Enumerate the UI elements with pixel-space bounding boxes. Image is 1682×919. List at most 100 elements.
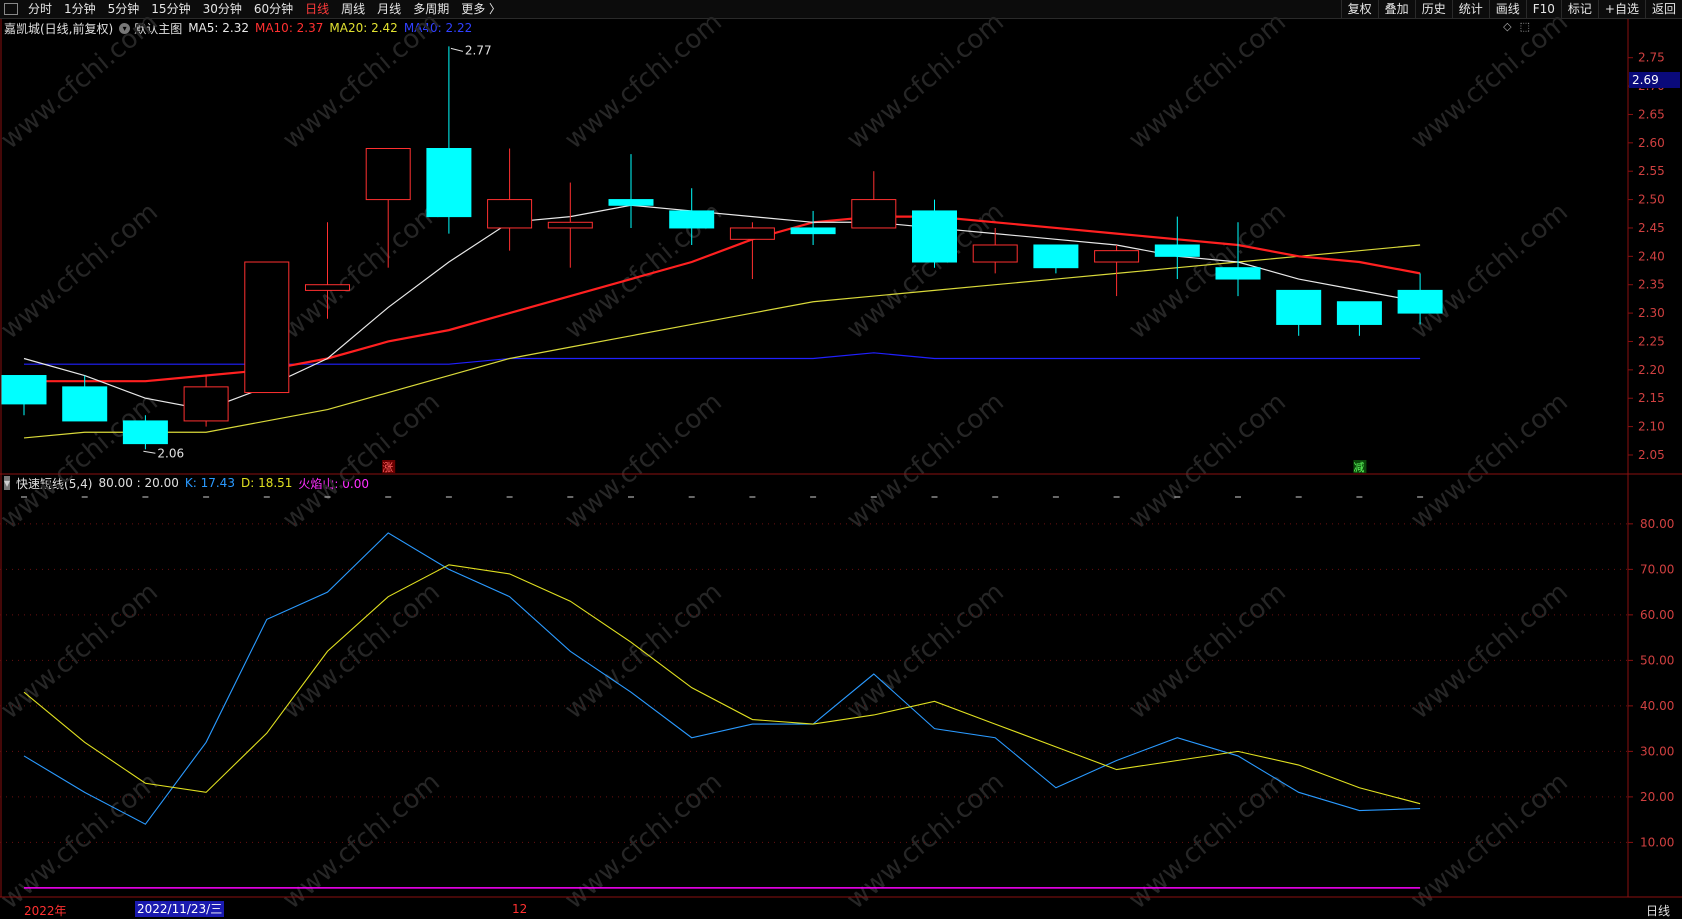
tab-60min[interactable]: 60分钟 [253,2,294,16]
tab-weekly[interactable]: 周线 [341,2,366,16]
main-chart-legend: 嘉凯城(日线,前复权) ▾ 默认主图 MA5: 2.32 MA10: 2.37 … [4,19,478,37]
candle [972,227,1018,274]
grid [0,19,1682,898]
statistics-button[interactable]: 统计 [1451,0,1489,18]
settings-circle-icon[interactable]: ▾ [119,22,131,34]
candle-body [608,199,654,206]
overlay-button[interactable]: 叠加 [1377,0,1415,18]
watermark-text: www.cfchi.com [1123,7,1292,155]
ma40-label: MA40: 2.22 [403,21,473,35]
indicator-name[interactable]: 快速短线(5,4) [16,476,93,491]
tab-multi-period[interactable]: 多周期 [413,2,450,16]
diamond-icon[interactable]: ◇ [1503,20,1512,33]
candle-body [1215,267,1261,280]
watermark-text: www.cfchi.com [1405,7,1574,155]
y-tick-label: 60.00 [1640,608,1674,622]
candle-body [972,244,1018,263]
d-label: D: 18.51 [240,476,293,490]
lock-icon[interactable]: ⬚ [1519,20,1530,33]
watermark-text: www.cfchi.com [1405,387,1574,535]
ma20-label: MA20: 2.42 [329,21,398,35]
candle [1033,244,1079,274]
history-button[interactable]: 历史 [1414,0,1452,18]
watermark-text: www.cfchi.com [1123,767,1292,915]
candle [669,188,715,245]
candle [365,148,411,268]
candle [1397,273,1443,325]
candle [426,46,472,234]
y-tick-label: 50.00 [1640,653,1674,667]
ma-line-ma40 [24,352,1421,365]
candle-body [244,261,290,394]
y-tick-label: 2.60 [1638,136,1665,150]
watermark-text: www.cfchi.com [277,197,446,345]
candle-body [1154,244,1200,257]
low-price-label: 2.06 [157,446,184,460]
tab-more[interactable]: 更多 〉 [461,2,502,16]
mark-button[interactable]: 标记 [1560,0,1598,18]
year-label: 2022年 [24,904,67,918]
candle-body [729,227,775,240]
candle-body [790,227,836,235]
y-tick-label: 2.75 [1638,51,1665,65]
candle-body [1,375,47,405]
tab-5min[interactable]: 5分钟 [107,2,140,16]
back-button[interactable]: 返回 [1644,0,1682,18]
candle [244,261,290,394]
down-marker-box [1353,460,1367,473]
cursor-date: 2022/11/23/三 [135,901,225,917]
candle [851,171,897,229]
tab-daily[interactable]: 日线 [305,2,330,16]
f10-button[interactable]: F10 [1525,0,1561,18]
candle [1,375,47,416]
chart-name[interactable]: 默认主图 [134,21,183,36]
month-label: 12 [512,902,528,916]
up-marker-text: 涨 [382,461,393,474]
candle [62,375,108,422]
tab-15min[interactable]: 15分钟 [151,2,191,16]
candle-body [305,284,350,291]
y-tick-label: 2.10 [1638,420,1665,434]
candle [1276,289,1322,336]
watermark-text: www.cfchi.com [559,387,728,535]
y-tick-label: 20.00 [1640,790,1674,804]
tab-30min[interactable]: 30分钟 [202,2,242,16]
y-tick-label: 30.00 [1640,744,1674,758]
down-marker-text: 减 [1353,461,1364,474]
candle [1215,222,1261,297]
ma5-label: MA5: 2.32 [188,21,249,35]
watermark-text: www.cfchi.com [0,767,164,915]
y-tick-label: 2.05 [1638,448,1665,462]
restore-rights-button[interactable]: 复权 [1340,0,1378,18]
indicator-levels: 80.00 : 20.00 [98,476,179,490]
candle [1336,301,1382,336]
watermark-text: www.cfchi.com [841,767,1010,915]
indicator-pane[interactable] [21,496,1424,889]
watermark-text: www.cfchi.com [1405,197,1574,345]
high-price-label: 2.77 [465,43,492,57]
candlestick-pane[interactable]: 2.77 2.06 涨 减 [1,43,1443,474]
tab-1min[interactable]: 1分钟 [64,2,96,16]
draw-line-button[interactable]: 画线 [1488,0,1526,18]
y-tick-label: 2.55 [1638,164,1665,178]
candle [305,222,350,319]
tab-monthly[interactable]: 月线 [377,2,402,16]
ma-line-ma5 [23,204,1421,411]
watermark-text: www.cfchi.com [559,767,728,915]
candle-body [1094,250,1140,263]
candle [122,415,168,450]
ma10-label: MA10: 2.37 [254,21,324,35]
y-tick-label: 2.40 [1638,249,1665,263]
indicator-settings-icon[interactable]: ▾ [4,476,11,490]
tab-fenshi[interactable]: 分时 [28,2,53,16]
candle [183,375,229,427]
watermark-text: www.cfchi.com [0,197,164,345]
y-tick-label: 2.20 [1638,363,1665,377]
add-watchlist-button[interactable]: +自选 [1597,0,1645,18]
price-axis: 2.752.702.652.602.552.502.452.402.352.30… [1628,51,1674,849]
top-toolbar: 分时 1分钟 5分钟 15分钟 30分钟 60分钟 日线 周线 月线 多周期 更… [0,0,1682,19]
candle-body [122,420,168,445]
window-icon[interactable] [4,3,18,15]
y-tick-label: 70.00 [1640,562,1674,576]
